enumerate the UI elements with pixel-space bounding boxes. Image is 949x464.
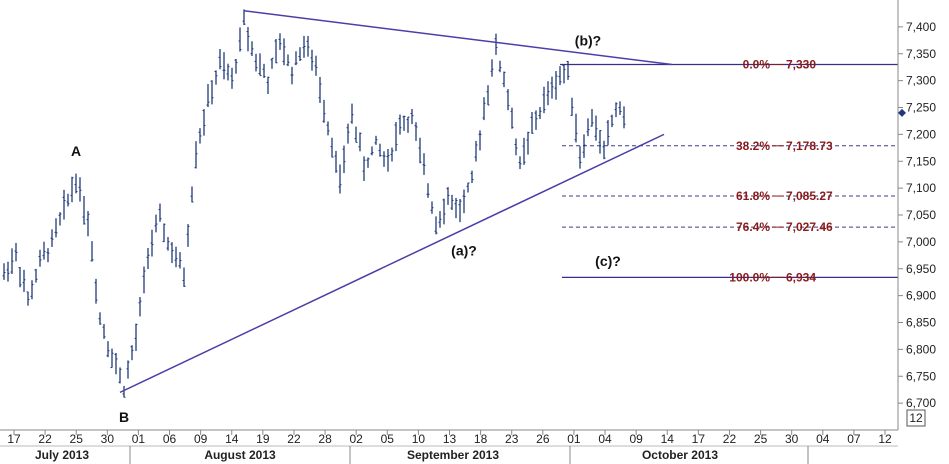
fib-level-value: 7,027.46 xyxy=(786,220,833,234)
x-tick-label: 01 xyxy=(132,432,146,446)
y-tick-label: 6,700 xyxy=(906,396,936,410)
x-tick-label: 22 xyxy=(287,432,301,446)
y-tick-label: 6,900 xyxy=(906,289,936,303)
wave-label: (a)? xyxy=(451,242,477,258)
x-tick-label: 25 xyxy=(754,432,768,446)
x-tick-label: 19 xyxy=(256,432,270,446)
y-tick-label: 7,050 xyxy=(906,208,936,222)
month-label: September 2013 xyxy=(407,448,499,462)
wave-label: (c)? xyxy=(595,253,621,269)
y-tick-label: 7,100 xyxy=(906,181,936,195)
y-tick-label: 6,950 xyxy=(906,262,936,276)
x-tick-label: 02 xyxy=(349,432,363,446)
fib-level-percent: 61.8% xyxy=(736,189,770,203)
x-tick-label: 17 xyxy=(7,432,21,446)
y-tick-label: 7,150 xyxy=(906,154,936,168)
period-box-label: 12 xyxy=(909,411,923,425)
y-tick-label: 7,300 xyxy=(906,74,936,88)
x-tick-label: 04 xyxy=(816,432,830,446)
month-labels: July 2013 August 2013 September 2013 Octobe… xyxy=(35,446,809,464)
x-tick-label: 14 xyxy=(225,432,239,446)
y-tick-label: 6,800 xyxy=(906,342,936,356)
y-tick-label: 7,250 xyxy=(906,101,936,115)
fib-level-percent: 100.0% xyxy=(729,270,770,284)
fib-level-percent: 38.2% xyxy=(736,139,770,153)
x-tick-label: 22 xyxy=(723,432,737,446)
fib-level-value: 7,178.73 xyxy=(786,139,833,153)
x-tick-label: 28 xyxy=(318,432,332,446)
trendline xyxy=(119,133,665,394)
x-tick-label: 05 xyxy=(381,432,395,446)
x-tick-labels: 17 22 25 30 01 06 09 14 19 22 28 02 05 10 13 18 23 26 01 04… xyxy=(7,430,892,446)
y-tick-label: 6,850 xyxy=(906,316,936,330)
wave-label: (b)? xyxy=(575,33,601,49)
x-tick-label: 09 xyxy=(629,432,643,446)
y-tick-label: 7,350 xyxy=(906,47,936,61)
wave-label: A xyxy=(71,143,81,159)
fib-level-value: 7,330 xyxy=(786,58,816,72)
trendlines xyxy=(119,10,673,394)
last-value-marker xyxy=(898,108,906,117)
x-tick-label: 01 xyxy=(567,432,581,446)
x-tick-label: 25 xyxy=(70,432,84,446)
trendline xyxy=(243,10,673,66)
x-tick-label: 23 xyxy=(505,432,519,446)
x-tick-label: 12 xyxy=(878,432,892,446)
fib-level-value: 6,934 xyxy=(786,270,816,284)
y-tick-label: 7,200 xyxy=(906,127,936,141)
fibonacci-levels: 0.0% 7,330 38.2% 7,178.73 61.8% 7,085.27 76.4%… xyxy=(560,58,898,284)
x-tick-label: 14 xyxy=(661,432,675,446)
x-tick-label: 22 xyxy=(38,432,52,446)
wave-label: B xyxy=(119,409,129,425)
x-tick-label: 07 xyxy=(847,432,861,446)
period-box: 12 xyxy=(906,409,926,427)
y-tick-labels: 6,700 6,750 6,800 6,850 6,900 6,950 7,000 7,050… xyxy=(898,20,936,410)
fib-level-value: 7,085.27 xyxy=(786,189,833,203)
x-tick-label: 18 xyxy=(474,432,488,446)
y-tick-label: 7,400 xyxy=(906,20,936,34)
month-label: August 2013 xyxy=(204,448,276,462)
x-tick-label: 30 xyxy=(785,432,799,446)
y-tick-label: 6,750 xyxy=(906,369,936,383)
fib-level-percent: 76.4% xyxy=(736,220,770,234)
wave-labels: ABC(b)?(a)?(c)? xyxy=(71,0,621,425)
x-tick-label: 04 xyxy=(598,432,612,446)
x-tick-label: 09 xyxy=(194,432,208,446)
x-tick-label: 26 xyxy=(536,432,550,446)
fib-level-percent: 0.0% xyxy=(743,58,771,72)
x-tick-label: 30 xyxy=(101,432,115,446)
month-label: October 2013 xyxy=(642,448,718,462)
x-tick-label: 13 xyxy=(443,432,457,446)
month-label: July 2013 xyxy=(35,448,89,462)
x-tick-label: 10 xyxy=(412,432,426,446)
y-tick-label: 7,000 xyxy=(906,235,936,249)
x-tick-label: 17 xyxy=(692,432,706,446)
price-series xyxy=(2,9,626,398)
x-tick-label: 06 xyxy=(163,432,177,446)
